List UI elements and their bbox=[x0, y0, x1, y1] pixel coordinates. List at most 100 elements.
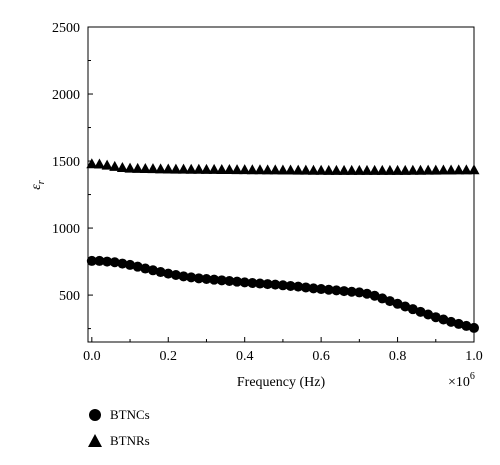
data-point bbox=[323, 284, 334, 295]
data-point bbox=[346, 286, 357, 297]
data-point bbox=[246, 164, 258, 175]
data-point bbox=[415, 306, 426, 317]
series-btnrs bbox=[86, 158, 480, 175]
data-point bbox=[407, 304, 418, 315]
x-tick-label: 0.0 bbox=[83, 349, 101, 364]
data-point bbox=[155, 163, 167, 174]
data-point bbox=[292, 164, 304, 175]
data-point bbox=[369, 164, 381, 175]
x-axis-multiplier-base: ×10 bbox=[448, 375, 470, 390]
y-tick-label: 2000 bbox=[52, 88, 80, 103]
data-point bbox=[109, 160, 121, 171]
data-point bbox=[132, 162, 144, 173]
data-point bbox=[163, 268, 174, 279]
data-point bbox=[338, 164, 350, 175]
data-point bbox=[223, 163, 235, 174]
plot-frame bbox=[87, 26, 475, 343]
data-point bbox=[209, 274, 220, 285]
data-point bbox=[369, 290, 380, 301]
data-point bbox=[407, 164, 419, 175]
data-point bbox=[125, 259, 136, 270]
x-axis-multiplier-exponent: 6 bbox=[470, 371, 475, 382]
data-point bbox=[293, 281, 304, 292]
data-point bbox=[399, 164, 411, 175]
x-axis-multiplier: ×106 bbox=[448, 371, 475, 390]
data-point bbox=[376, 164, 388, 175]
legend: BTNCs BTNRs bbox=[86, 402, 150, 454]
data-point bbox=[384, 164, 396, 175]
x-tick-label: 0.2 bbox=[160, 349, 178, 364]
data-point bbox=[277, 164, 289, 175]
data-point bbox=[262, 164, 274, 175]
data-point bbox=[185, 163, 197, 174]
data-point bbox=[285, 280, 296, 291]
y-axis-title: εr bbox=[29, 180, 47, 190]
triangle-marker-icon bbox=[88, 434, 102, 447]
data-point bbox=[377, 293, 388, 304]
legend-label-btncs: BTNCs bbox=[110, 407, 150, 422]
data-point bbox=[307, 164, 319, 175]
data-point bbox=[216, 275, 227, 286]
data-point bbox=[423, 309, 434, 320]
data-point bbox=[193, 163, 205, 174]
data-point bbox=[430, 164, 442, 175]
data-point bbox=[155, 267, 166, 278]
data-point bbox=[400, 301, 411, 312]
data-point bbox=[201, 274, 212, 284]
data-point bbox=[460, 164, 472, 175]
x-axis-ticks: 0.0 0.2 0.4 0.6 0.8 1.0 bbox=[83, 337, 483, 364]
data-point bbox=[86, 255, 97, 266]
data-point bbox=[461, 320, 472, 331]
circle-marker-icon bbox=[89, 409, 101, 421]
data-point bbox=[101, 159, 113, 170]
x-tick-label: 0.8 bbox=[389, 349, 407, 364]
data-point bbox=[178, 163, 190, 174]
data-point bbox=[446, 316, 457, 327]
data-point bbox=[354, 287, 365, 298]
data-point bbox=[422, 164, 434, 175]
data-point bbox=[453, 318, 464, 329]
data-point bbox=[414, 164, 426, 175]
data-point bbox=[346, 164, 358, 175]
y-tick-label: 1000 bbox=[52, 222, 80, 237]
data-point bbox=[430, 312, 441, 323]
data-point bbox=[438, 314, 449, 325]
x-axis-title: Frequency (Hz) bbox=[237, 375, 326, 390]
data-point bbox=[186, 272, 197, 283]
data-point bbox=[392, 164, 404, 175]
data-point bbox=[308, 283, 319, 294]
data-point bbox=[445, 164, 457, 175]
data-point bbox=[453, 164, 465, 175]
data-point bbox=[224, 276, 235, 287]
data-point bbox=[178, 271, 189, 282]
legend-label-btnrs: BTNRs bbox=[110, 433, 150, 448]
data-point bbox=[316, 284, 327, 295]
y-tick-label: 1500 bbox=[52, 155, 80, 170]
data-point bbox=[277, 280, 288, 291]
data-point bbox=[139, 163, 151, 174]
series-layer bbox=[86, 158, 480, 333]
data-point bbox=[86, 158, 98, 169]
data-point bbox=[193, 273, 204, 284]
data-point bbox=[239, 277, 250, 288]
data-point bbox=[132, 261, 143, 272]
data-point bbox=[339, 286, 350, 297]
data-point bbox=[254, 278, 265, 289]
data-point bbox=[262, 279, 273, 290]
data-point bbox=[116, 161, 128, 172]
data-point bbox=[147, 265, 158, 276]
data-point bbox=[361, 164, 373, 175]
data-point bbox=[353, 164, 365, 175]
data-point bbox=[300, 282, 311, 293]
y-axis-ticks: 500 1000 1500 2000 2500 bbox=[52, 21, 93, 330]
data-point bbox=[162, 163, 174, 174]
legend-item-btnrs: BTNRs bbox=[86, 428, 150, 454]
data-point bbox=[208, 163, 220, 174]
data-point bbox=[270, 279, 281, 290]
y-axis-title-symbol: ε bbox=[29, 184, 44, 190]
legend-item-btncs: BTNCs bbox=[86, 402, 150, 428]
data-point bbox=[117, 258, 128, 269]
data-point bbox=[247, 278, 258, 289]
data-point bbox=[361, 288, 372, 299]
